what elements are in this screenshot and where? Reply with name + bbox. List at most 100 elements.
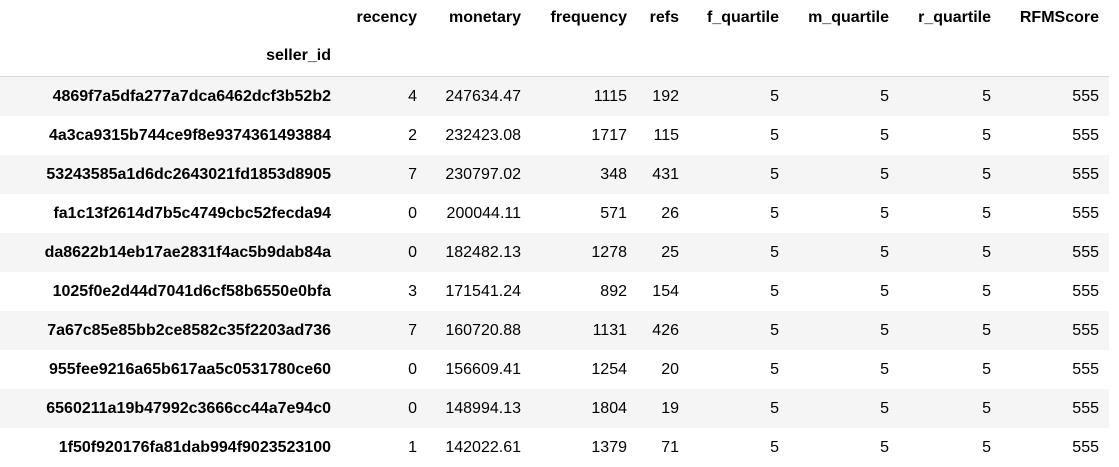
cell-recency: 7 [341, 155, 427, 194]
cell-r-quartile: 5 [899, 428, 1001, 467]
cell-monetary: 160720.88 [427, 311, 531, 350]
row-index-seller-id: 1f50f920176fa81dab994f9023523100 [0, 428, 341, 467]
column-header-frequency: frequency [531, 0, 637, 36]
cell-rfmscore: 555 [1001, 116, 1109, 155]
cell-f-quartile: 5 [689, 311, 789, 350]
cell-f-quartile: 5 [689, 194, 789, 233]
cell-f-quartile: 5 [689, 77, 789, 117]
cell-f-quartile: 5 [689, 155, 789, 194]
row-index-seller-id: 955fee9216a65b617aa5c0531780ce60 [0, 350, 341, 389]
cell-monetary: 247634.47 [427, 77, 531, 117]
cell-r-quartile: 5 [899, 389, 1001, 428]
cell-r-quartile: 5 [899, 272, 1001, 311]
cell-m-quartile: 5 [789, 350, 899, 389]
cell-refs: 25 [637, 233, 689, 272]
cell-r-quartile: 5 [899, 155, 1001, 194]
column-header-f-quartile: f_quartile [689, 0, 789, 36]
cell-r-quartile: 5 [899, 194, 1001, 233]
cell-m-quartile: 5 [789, 194, 899, 233]
cell-rfmscore: 555 [1001, 194, 1109, 233]
cell-recency: 4 [341, 77, 427, 117]
cell-f-quartile: 5 [689, 428, 789, 467]
cell-monetary: 232423.08 [427, 116, 531, 155]
cell-monetary: 230797.02 [427, 155, 531, 194]
cell-monetary: 142022.61 [427, 428, 531, 467]
cell-f-quartile: 5 [689, 350, 789, 389]
column-header-rfmscore: RFMScore [1001, 0, 1109, 36]
cell-m-quartile: 5 [789, 272, 899, 311]
cell-monetary: 156609.41 [427, 350, 531, 389]
table-header: recency monetary frequency refs f_quarti… [0, 0, 1109, 77]
column-header-monetary: monetary [427, 0, 531, 36]
cell-refs: 192 [637, 77, 689, 117]
cell-rfmscore: 555 [1001, 428, 1109, 467]
cell-refs: 426 [637, 311, 689, 350]
cell-frequency: 348 [531, 155, 637, 194]
cell-frequency: 1717 [531, 116, 637, 155]
cell-rfmscore: 555 [1001, 311, 1109, 350]
cell-refs: 26 [637, 194, 689, 233]
cell-refs: 20 [637, 350, 689, 389]
column-header-r-quartile: r_quartile [899, 0, 1001, 36]
cell-f-quartile: 5 [689, 389, 789, 428]
cell-m-quartile: 5 [789, 311, 899, 350]
cell-f-quartile: 5 [689, 272, 789, 311]
cell-recency: 3 [341, 272, 427, 311]
index-header-row: seller_id [0, 36, 1109, 77]
cell-frequency: 1131 [531, 311, 637, 350]
column-header-refs: refs [637, 0, 689, 36]
cell-frequency: 1379 [531, 428, 637, 467]
cell-rfmscore: 555 [1001, 77, 1109, 117]
cell-frequency: 1115 [531, 77, 637, 117]
cell-rfmscore: 555 [1001, 350, 1109, 389]
cell-r-quartile: 5 [899, 77, 1001, 117]
cell-m-quartile: 5 [789, 389, 899, 428]
cell-f-quartile: 5 [689, 116, 789, 155]
cell-m-quartile: 5 [789, 233, 899, 272]
blank-corner-header [0, 0, 341, 36]
row-index-seller-id: 6560211a19b47992c3666cc44a7e94c0 [0, 389, 341, 428]
index-name-header: seller_id [0, 36, 341, 77]
cell-refs: 154 [637, 272, 689, 311]
cell-rfmscore: 555 [1001, 389, 1109, 428]
cell-frequency: 1804 [531, 389, 637, 428]
cell-f-quartile: 5 [689, 233, 789, 272]
row-index-seller-id: da8622b14eb17ae2831f4ac5b9dab84a [0, 233, 341, 272]
row-index-seller-id: fa1c13f2614d7b5c4749cbc52fecda94 [0, 194, 341, 233]
cell-m-quartile: 5 [789, 77, 899, 117]
cell-refs: 431 [637, 155, 689, 194]
cell-monetary: 171541.24 [427, 272, 531, 311]
cell-r-quartile: 5 [899, 116, 1001, 155]
cell-recency: 2 [341, 116, 427, 155]
column-header-m-quartile: m_quartile [789, 0, 899, 36]
cell-monetary: 182482.13 [427, 233, 531, 272]
cell-refs: 115 [637, 116, 689, 155]
cell-frequency: 1254 [531, 350, 637, 389]
cell-recency: 0 [341, 233, 427, 272]
cell-recency: 0 [341, 194, 427, 233]
cell-rfmscore: 555 [1001, 155, 1109, 194]
cell-rfmscore: 555 [1001, 272, 1109, 311]
cell-frequency: 892 [531, 272, 637, 311]
cell-m-quartile: 5 [789, 428, 899, 467]
cell-monetary: 148994.13 [427, 389, 531, 428]
cell-refs: 71 [637, 428, 689, 467]
cell-r-quartile: 5 [899, 350, 1001, 389]
cell-m-quartile: 5 [789, 116, 899, 155]
cell-recency: 7 [341, 311, 427, 350]
row-index-seller-id: 7a67c85e85bb2ce8582c35f2203ad736 [0, 311, 341, 350]
row-index-seller-id: 1025f0e2d44d7041d6cf58b6550e0bfa [0, 272, 341, 311]
cell-r-quartile: 5 [899, 311, 1001, 350]
cell-recency: 0 [341, 350, 427, 389]
column-header-row: recency monetary frequency refs f_quarti… [0, 0, 1109, 36]
